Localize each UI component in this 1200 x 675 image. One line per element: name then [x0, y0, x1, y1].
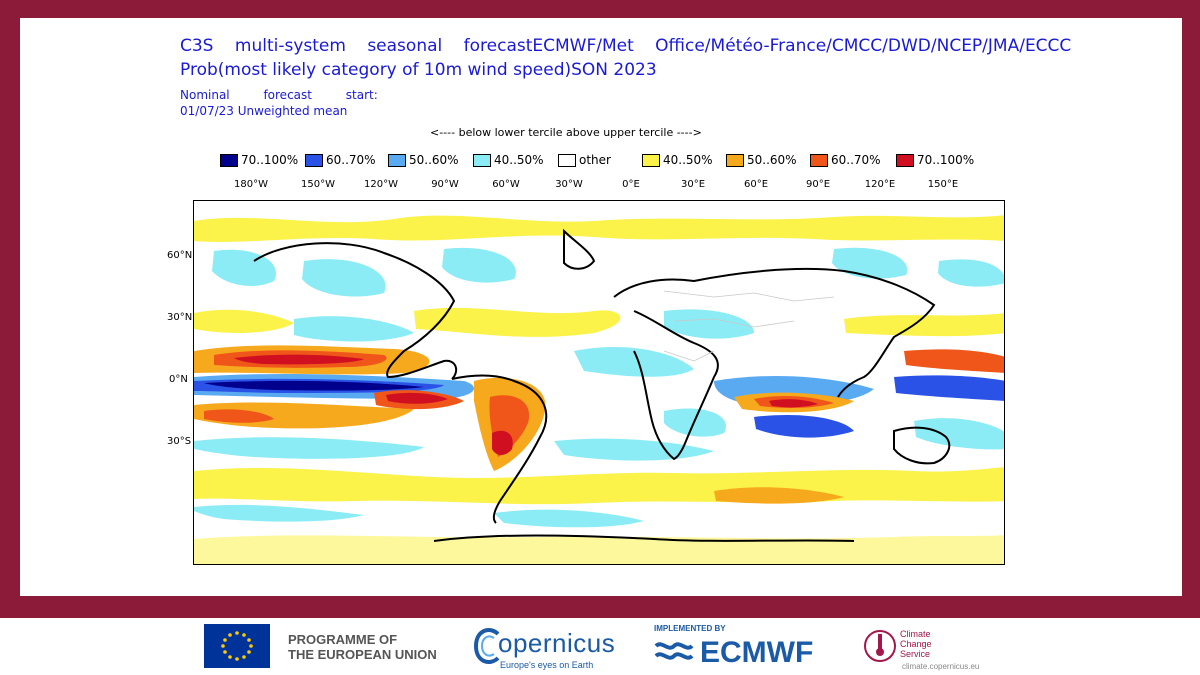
ecmwf-wave-icon — [654, 642, 694, 660]
legend-swatch — [220, 154, 238, 167]
legend-swatch — [473, 154, 491, 167]
thermometer-icon — [864, 630, 896, 662]
legend-label: 40..50% — [494, 153, 544, 167]
lat-tick-label: 60°N — [167, 250, 193, 261]
legend-label: 60..70% — [831, 153, 881, 167]
legend-label: 40..50% — [663, 153, 713, 167]
lon-tick-label: 90°W — [431, 179, 459, 190]
legend-swatch — [305, 154, 323, 167]
world-map — [193, 200, 1005, 565]
legend-label: 50..60% — [409, 153, 459, 167]
eu-flag-icon — [204, 624, 270, 668]
lat-tick-label: 0°N — [169, 374, 188, 385]
forecast-panel: C3S multi-system seasonal forecastECMWF/… — [20, 18, 1182, 596]
legend-label: 70..100% — [241, 153, 299, 167]
lon-tick-label: 30°E — [680, 179, 706, 190]
legend-label: other — [579, 153, 611, 167]
lon-tick-label: 150°W — [301, 179, 335, 190]
legend-swatch — [896, 154, 914, 167]
legend-swatch — [642, 154, 660, 167]
footer-logos: PROGRAMME OF THE EUROPEAN UNION opernicu… — [0, 618, 1200, 675]
map-title-line1: C3S multi-system seasonal forecastECMWF/… — [180, 36, 1072, 56]
c3s-name: Climate Change Service — [900, 629, 932, 659]
eu-programme-label: PROGRAMME OF THE EUROPEAN UNION — [288, 632, 437, 662]
lon-tick-label: 90°E — [805, 179, 831, 190]
ecmwf-logo: IMPLEMENTED BY ECMWF — [652, 622, 832, 672]
map-canvas — [194, 201, 1004, 564]
eu-stars-icon — [221, 631, 253, 661]
legend-label: 60..70% — [326, 153, 376, 167]
legend-swatch — [558, 154, 576, 167]
lon-tick-label: 120°E — [864, 179, 896, 190]
legend-swatch — [810, 154, 828, 167]
c3s-url: climate.copernicus.eu — [902, 662, 980, 671]
legend-label: 70..100% — [917, 153, 975, 167]
copernicus-tagline: Europe's eyes on Earth — [500, 660, 594, 670]
lon-tick-label: 30°W — [555, 179, 583, 190]
implemented-by-label: IMPLEMENTED BY — [654, 624, 726, 633]
c3s-logo: Climate Change Service climate.copernicu… — [862, 622, 979, 672]
forecast-start-label: Nominal forecast start: — [180, 88, 378, 102]
longitude-axis: 180°W 150°W 120°W 90°W 60°W 30°W 0°E 30°… — [20, 179, 1182, 193]
lon-tick-label: 0°E — [622, 179, 640, 190]
legend-label: 50..60% — [747, 153, 797, 167]
lon-tick-label: 60°W — [492, 179, 520, 190]
lon-tick-label: 150°E — [927, 179, 959, 190]
copernicus-c-icon — [473, 628, 500, 664]
map-title-line2: Prob(most likely category of 10m wind sp… — [180, 60, 657, 80]
tercile-note: <---- below lower tercile above upper te… — [430, 126, 702, 139]
forecast-start-value: 01/07/23 Unweighted mean — [180, 104, 348, 118]
copernicus-wordmark: opernicus — [498, 628, 616, 658]
legend-swatch — [726, 154, 744, 167]
lat-tick-label: 30°N — [167, 312, 193, 323]
lon-tick-label: 60°E — [743, 179, 769, 190]
copernicus-logo: opernicus Europe's eyes on Earth — [470, 622, 615, 672]
ecmwf-wordmark: ECMWF — [700, 636, 814, 669]
legend-swatch — [388, 154, 406, 167]
lon-tick-label: 180°W — [234, 179, 268, 190]
lat-tick-label: 30°S — [167, 436, 192, 447]
lon-tick-label: 120°W — [364, 179, 398, 190]
